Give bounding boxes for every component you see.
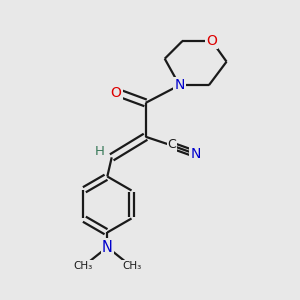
Text: O: O [206, 34, 217, 48]
Text: N: N [102, 240, 113, 255]
Text: CH₃: CH₃ [122, 261, 141, 271]
Text: C: C [168, 138, 176, 151]
Text: O: O [111, 85, 122, 100]
Text: H: H [94, 145, 104, 158]
Text: CH₃: CH₃ [73, 261, 92, 271]
Text: N: N [174, 78, 184, 92]
Text: N: N [190, 147, 201, 161]
